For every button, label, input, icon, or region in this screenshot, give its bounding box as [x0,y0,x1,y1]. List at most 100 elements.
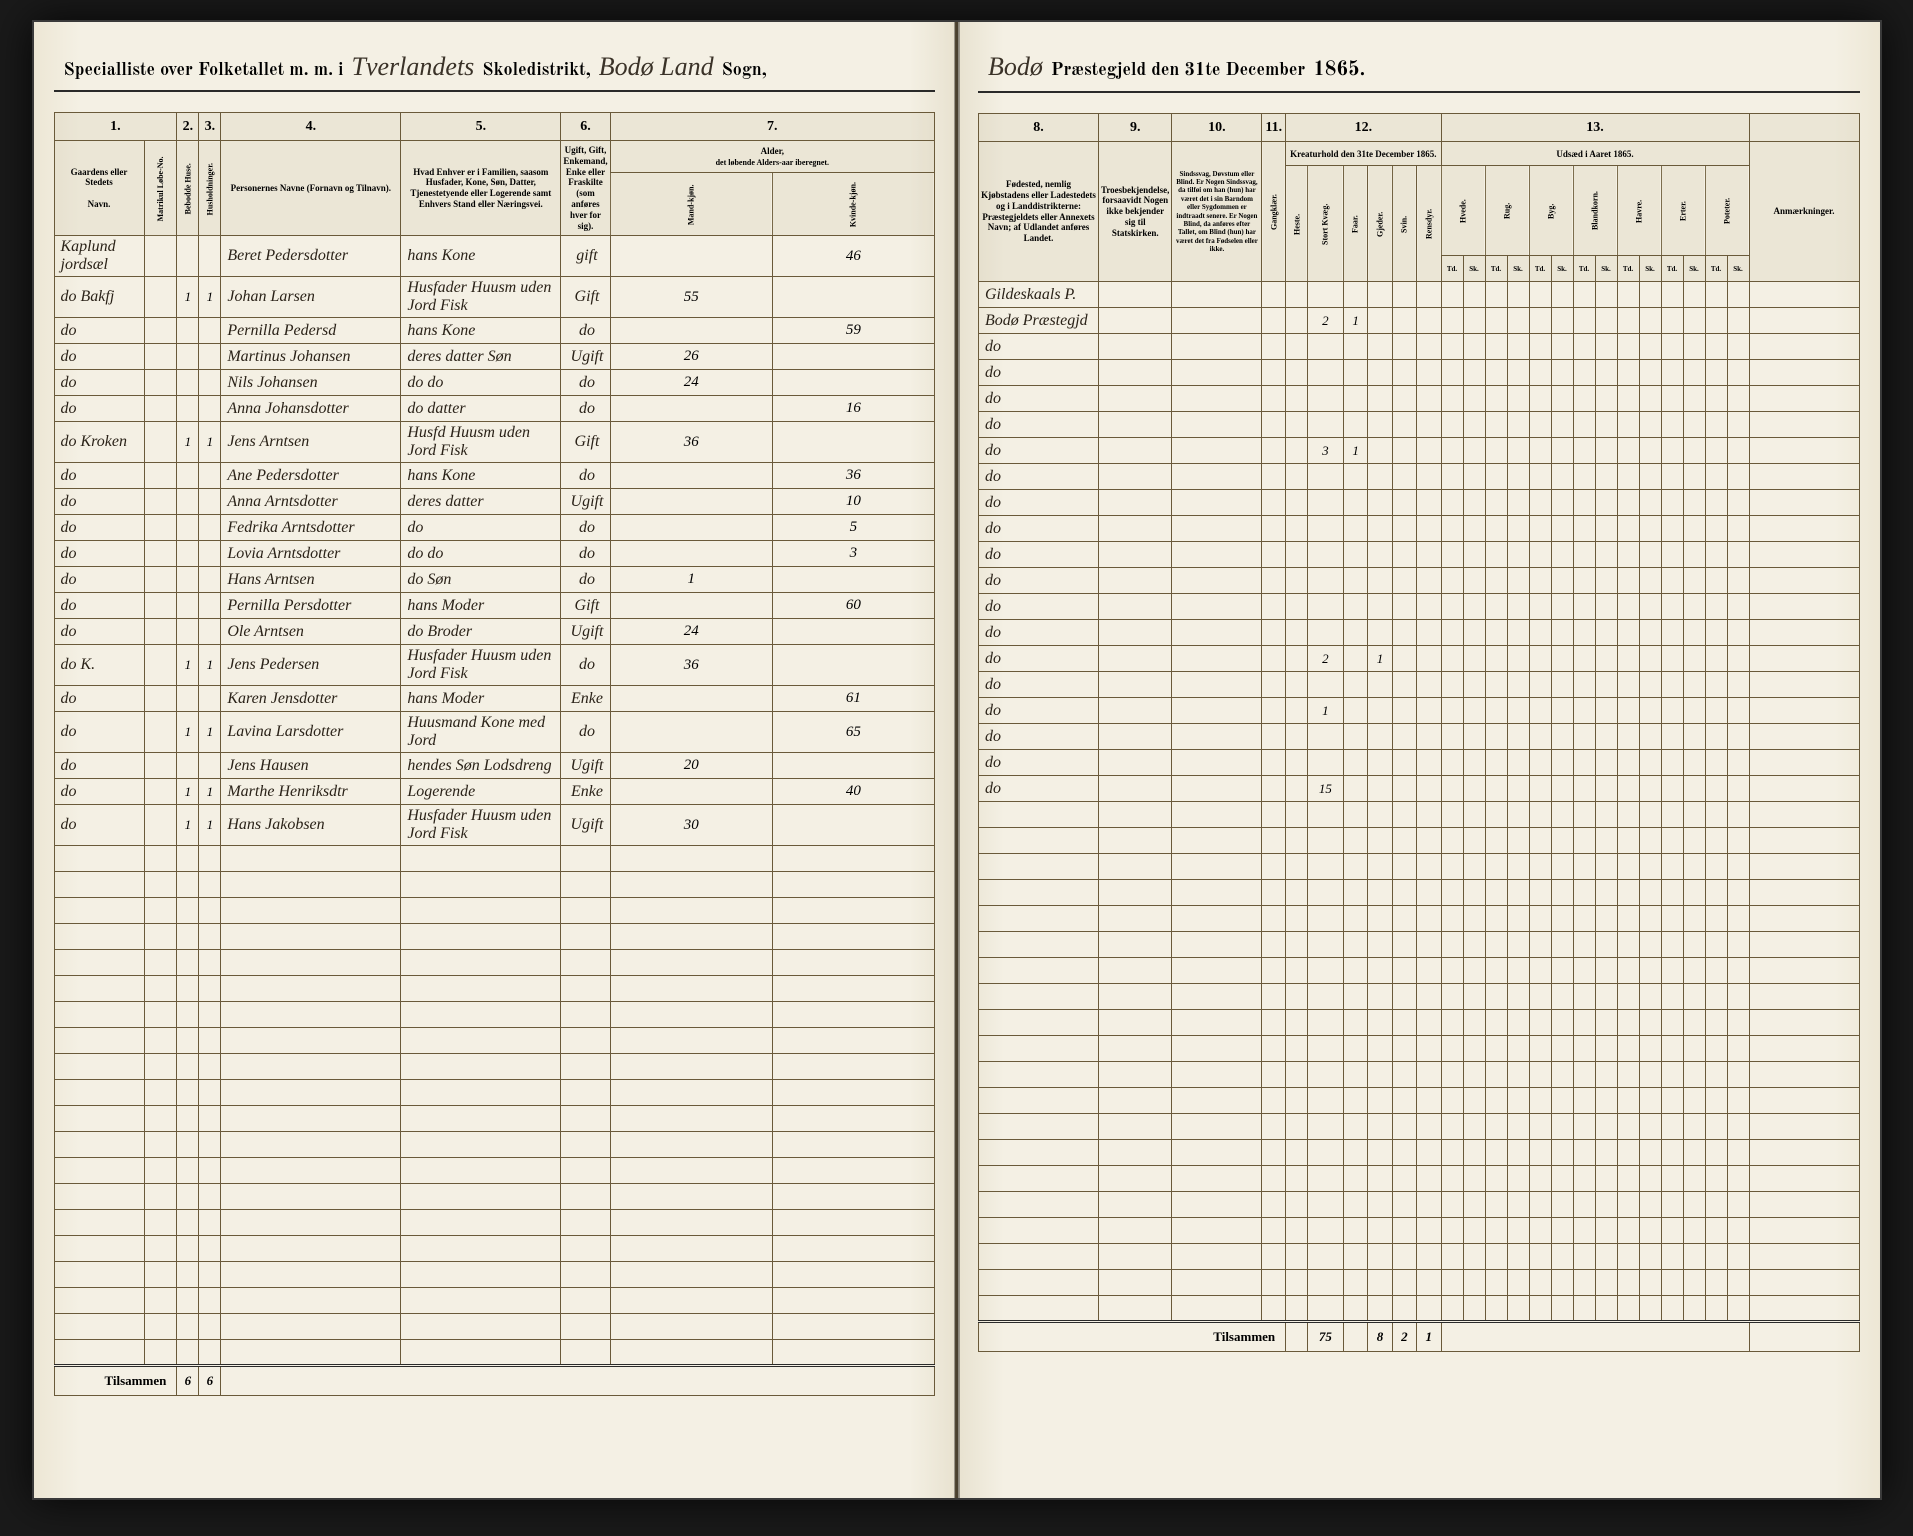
cell-seed [1573,594,1595,620]
cell-seed [1573,308,1595,334]
cell-matrikul [144,277,177,318]
cell-seed [1463,438,1485,464]
cell-seed [1617,412,1639,438]
cell-relation: hans Moder [401,593,561,619]
sum-hushold: 6 [199,1366,221,1396]
table-row: doNils Johansendo dodo24 [54,370,935,396]
cell-seed [1705,620,1727,646]
empty-row [54,1184,935,1210]
h-relation: Hvad Enhver er i Familien, saasom Husfad… [401,141,561,236]
table-row: doPernilla Persdotterhans ModerGift60 [54,593,935,619]
cell-marital: Ugift [561,344,610,370]
cell-hushold [199,318,221,344]
cell-seed [1727,308,1749,334]
cell-hushold [199,567,221,593]
table-row: Kaplund jordsælBeret Pedersdotterhans Ko… [54,236,935,277]
cell-disability [1172,542,1262,568]
cell-livestock [1417,438,1441,464]
cell-gangklar [1262,594,1286,620]
cell-seed [1441,360,1463,386]
cell-livestock [1307,594,1343,620]
cell-livestock [1368,490,1392,516]
table-row: do11Hans JakobsenHusfader Huusm uden Jor… [54,805,935,846]
cell-livestock [1343,516,1367,542]
cell-marital: Gift [561,422,610,463]
cell-livestock [1392,594,1416,620]
cell-seed [1639,334,1661,360]
cell-livestock [1417,776,1441,802]
cell-seed [1529,594,1551,620]
cell-seed [1551,464,1573,490]
cell-seed [1617,360,1639,386]
cell-seed [1551,724,1573,750]
empty-row [54,1340,935,1366]
cell-seed [1485,412,1507,438]
cell-age-m [610,593,772,619]
cell-relation: deres datter [401,489,561,515]
empty-row [54,1028,935,1054]
cell-name: Beret Pedersdotter [221,236,401,277]
table-row: do11Marthe HenriksdtrLogerendeEnke40 [54,779,935,805]
cell-seed [1705,490,1727,516]
cell-livestock [1307,672,1343,698]
cell-relation: Logerende [401,779,561,805]
cell-religion [1099,750,1172,776]
cell-seed [1441,412,1463,438]
cell-huse [177,515,199,541]
cell-hushold: 1 [199,277,221,318]
cell-seed [1727,698,1749,724]
cell-seed [1595,386,1617,412]
empty-row [979,1166,1860,1192]
cell-seed [1463,672,1485,698]
cell-livestock [1343,490,1367,516]
cell-name: Pernilla Persdotter [221,593,401,619]
cell-huse: 1 [177,779,199,805]
cell-seed [1595,308,1617,334]
cell-seed [1573,334,1595,360]
cell-seed [1705,646,1727,672]
empty-row [54,1132,935,1158]
cell-seed [1661,490,1683,516]
cell-seed [1705,412,1727,438]
cell-seed [1573,698,1595,724]
table-row: do [979,750,1860,776]
cell-seed [1573,646,1595,672]
cell-gangklar [1262,386,1286,412]
cell-huse: 1 [177,422,199,463]
cell-livestock [1286,672,1308,698]
cell-seed [1683,438,1705,464]
cell-seed [1595,490,1617,516]
cell-place: do Kroken [54,422,144,463]
cell-seed [1727,412,1749,438]
cell-seed [1639,412,1661,438]
cell-disability [1172,672,1262,698]
cell-matrikul [144,567,177,593]
cell-seed [1639,386,1661,412]
right-table-body: Gildeskaals P.Bodø Præstegjd21dododododo… [979,282,1860,1322]
cell-seed [1507,360,1529,386]
cell-name: Pernilla Pedersd [221,318,401,344]
cell-seed [1485,334,1507,360]
cell-age-f: 16 [772,396,934,422]
h-marital: Ugift, Gift, Enkemand, Enke eller Fraski… [561,141,610,236]
cell-name: Johan Larsen [221,277,401,318]
cell-name: Fedrika Arntsdotter [221,515,401,541]
cell-livestock [1286,386,1308,412]
cell-seed [1507,412,1529,438]
left-page: Specialliste over Folketallet m. m. i Tv… [34,22,959,1498]
cell-seed [1639,776,1661,802]
cell-birthplace: do [979,360,1099,386]
cell-seed [1595,698,1617,724]
cell-seed [1463,308,1485,334]
cell-seed [1507,386,1529,412]
cell-seed [1529,308,1551,334]
cell-disability [1172,334,1262,360]
cell-place: Kaplund jordsæl [54,236,144,277]
cell-huse [177,567,199,593]
cell-livestock [1286,620,1308,646]
cell-disability [1172,360,1262,386]
cell-seed [1463,386,1485,412]
district-name: Tverlandets [352,52,475,82]
cell-place: do Bakfj [54,277,144,318]
col-num-4: 4. [221,113,401,141]
